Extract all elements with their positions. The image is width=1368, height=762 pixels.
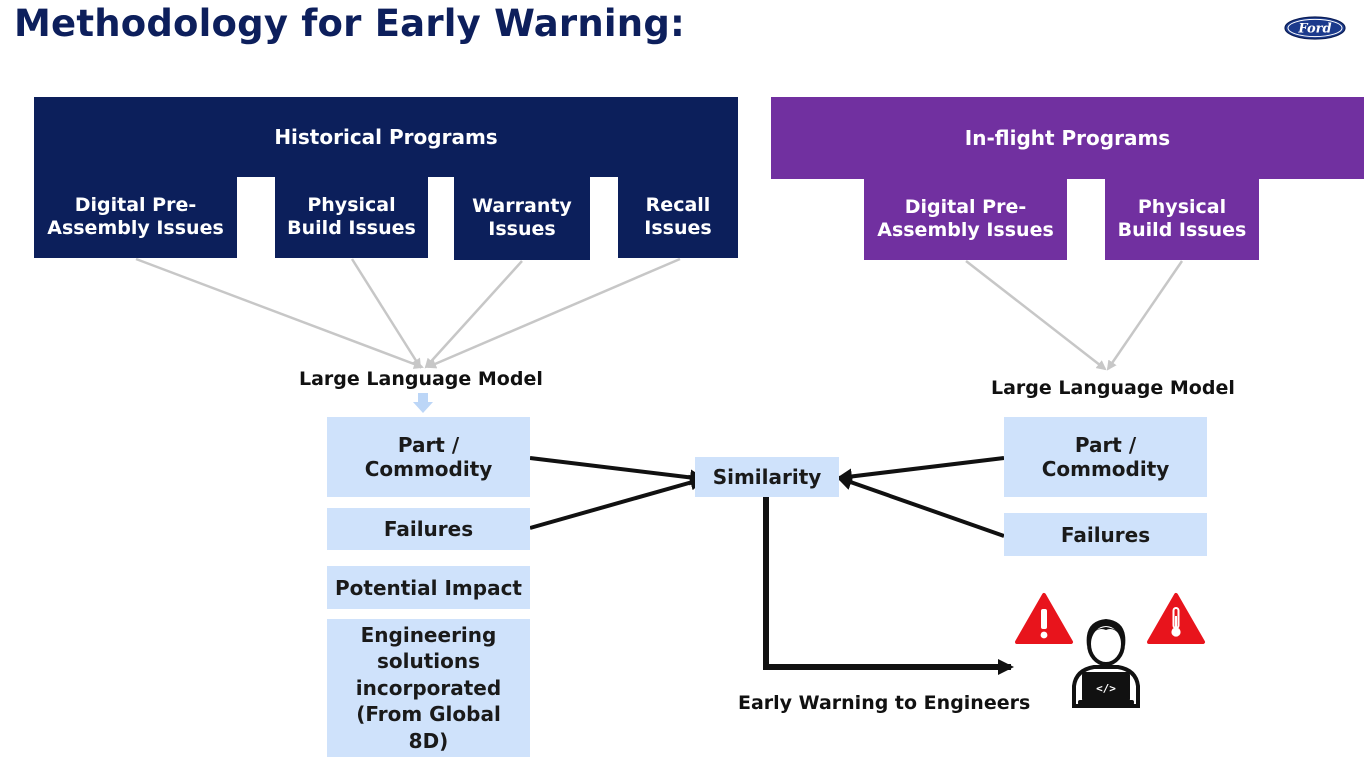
warning-icon xyxy=(1014,592,1074,646)
connector-digital-to-llm xyxy=(135,257,424,369)
llm-left-label: Large Language Model xyxy=(299,368,543,390)
connector-warranty-to-llm xyxy=(424,260,523,369)
potential-impact-box: Potential Impact xyxy=(327,566,530,609)
right-failures-box: Failures xyxy=(1004,513,1207,556)
early-warning-label: Early Warning to Engineers xyxy=(738,692,1031,714)
connector-inflight-physical-to-llm xyxy=(1106,260,1184,371)
llm-right-label: Large Language Model xyxy=(991,377,1235,399)
historical-programs-header: Historical Programs xyxy=(34,97,738,177)
historical-physical-build-box: Physical Build Issues xyxy=(275,176,428,258)
historical-warranty-box: Warranty Issues xyxy=(454,176,590,260)
svg-text:</>: </> xyxy=(1096,682,1116,695)
inflight-programs-label: In-flight Programs xyxy=(964,126,1171,150)
similarity-box: Similarity xyxy=(695,457,839,497)
inflight-programs-header: In-flight Programs xyxy=(771,97,1364,179)
llm-down-arrow xyxy=(413,393,433,413)
historical-programs-label: Historical Programs xyxy=(274,125,498,149)
arrow-right-failures-to-similarity xyxy=(836,474,1005,538)
arrow-left-part-to-similarity xyxy=(529,456,706,486)
arrow-right-part-to-similarity xyxy=(836,456,1005,485)
inflight-physical-build-box: Physical Build Issues xyxy=(1105,178,1259,260)
right-part-commodity-box: Part / Commodity xyxy=(1004,417,1207,497)
engineering-solutions-box: Engineering solutions incorporated (From… xyxy=(327,619,530,757)
historical-digital-pre-assembly-box: Digital Pre- Assembly Issues xyxy=(34,176,237,258)
connector-physical-to-llm xyxy=(350,258,422,369)
left-part-commodity-box: Part / Commodity xyxy=(327,417,530,497)
thermometer-warning-icon xyxy=(1146,592,1206,646)
connector-recall-to-llm xyxy=(426,257,681,369)
page-title: Methodology for Early Warning: xyxy=(14,2,686,45)
engineer-laptop-icon: </> xyxy=(1068,612,1144,708)
ford-logo-text: Ford xyxy=(1297,22,1331,37)
connector-inflight-digital-to-llm xyxy=(965,260,1107,371)
inflight-digital-pre-assembly-box: Digital Pre- Assembly Issues xyxy=(864,178,1067,260)
ford-logo: Ford xyxy=(1284,16,1346,40)
historical-recall-box: Recall Issues xyxy=(618,176,738,258)
arrow-similarity-to-engineers xyxy=(763,497,1014,675)
left-failures-box: Failures xyxy=(327,508,530,550)
arrow-left-failures-to-similarity xyxy=(529,474,706,530)
